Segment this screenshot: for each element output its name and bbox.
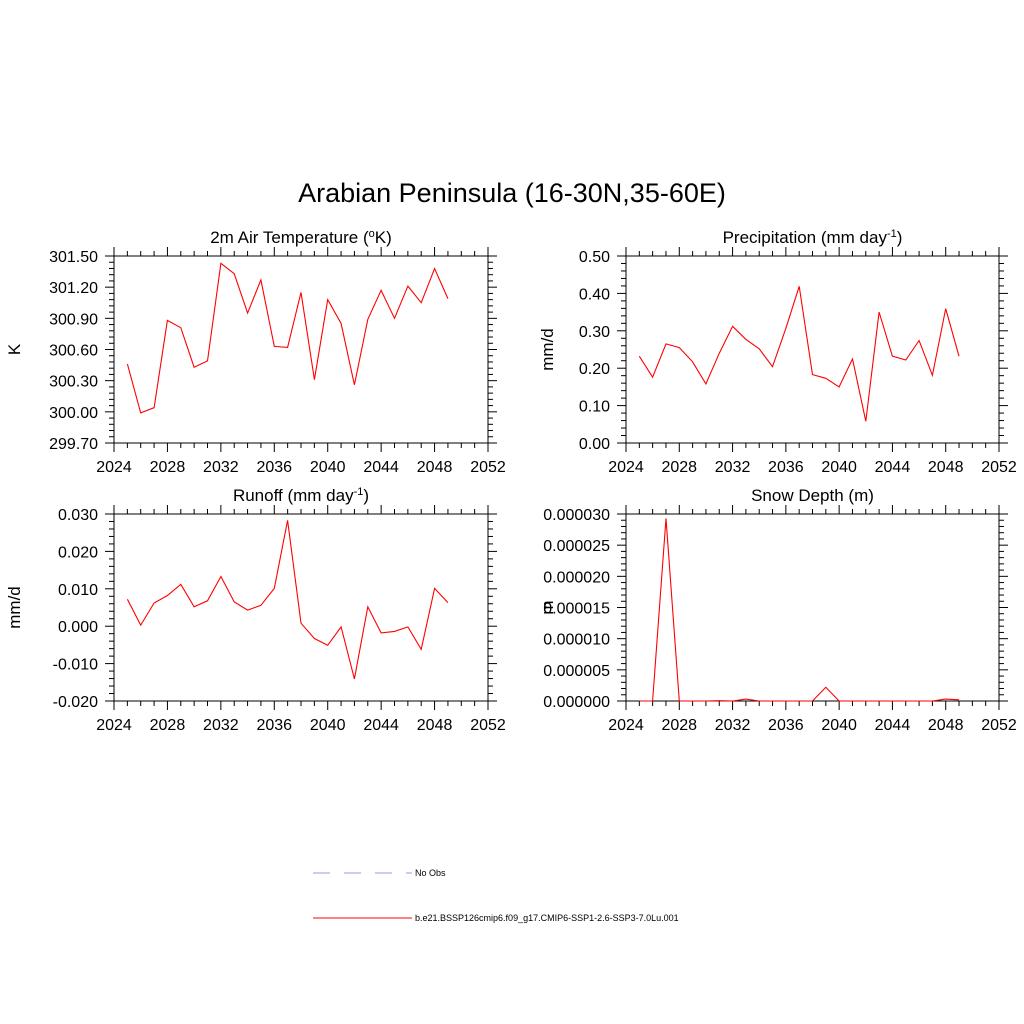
x-tick-label: 2048 <box>928 459 964 476</box>
y-tick-label: 0.020 <box>58 544 98 561</box>
y-tick-label: 0.000030 <box>543 507 610 524</box>
panel-title-main: 2m Air Temperature ( <box>210 228 369 247</box>
y-tick-label: 301.20 <box>49 280 98 297</box>
y-axis-label: mm/d <box>5 586 24 629</box>
figure-title: Arabian Peninsula (16-30N,35-60E) <box>298 178 726 208</box>
panel-title-superscript: -1 <box>887 228 897 240</box>
x-tick-label: 2048 <box>928 717 964 734</box>
legend: No Obs b.e21.BSSP126cmip6.f09_g17.CMIP6-S… <box>313 868 679 923</box>
x-tick-label: 2048 <box>417 459 453 476</box>
legend-label: No Obs <box>415 868 446 878</box>
x-tick-label: 2024 <box>96 459 132 476</box>
panel-title-superscript: -1 <box>354 486 364 498</box>
x-tick-label: 2048 <box>417 717 453 734</box>
y-tick-label: 0.000010 <box>543 632 610 649</box>
y-axis-label: mm/d <box>538 328 557 371</box>
x-tick-label: 2040 <box>821 717 857 734</box>
y-axis-label: m <box>538 600 557 614</box>
y-tick-label: -0.010 <box>53 657 98 674</box>
y-tick-label: 0.40 <box>579 286 610 303</box>
panel-title: 2m Air Temperature (oK) <box>210 228 392 247</box>
x-tick-label: 2044 <box>363 717 399 734</box>
x-tick-label: 2032 <box>203 459 239 476</box>
x-tick-label: 2052 <box>470 717 506 734</box>
panel-title-main: Runoff (mm day <box>233 486 354 505</box>
x-tick-label: 2028 <box>150 459 186 476</box>
x-tick-label: 2036 <box>256 717 292 734</box>
panel-title-main: Precipitation (mm day <box>723 228 888 247</box>
x-tick-label: 2040 <box>310 717 346 734</box>
y-tick-label: 0.000015 <box>543 601 610 618</box>
panel-title: Snow Depth (m) <box>751 486 874 505</box>
plot-frame <box>625 513 1000 702</box>
x-tick-label: 2052 <box>470 459 506 476</box>
x-tick-label: 2036 <box>768 717 804 734</box>
y-tick-label: 300.90 <box>49 311 98 328</box>
y-tick-label: 0.20 <box>579 361 610 378</box>
x-tick-label: 2032 <box>203 717 239 734</box>
panel-runoff-mm-day: Runoff (mm day-1) 2024 2028 2032 2036 2040 204… <box>5 486 506 734</box>
series-line <box>638 286 960 422</box>
x-tick-label: 2040 <box>310 459 346 476</box>
series-line <box>126 262 449 414</box>
x-tick-label: 2028 <box>661 459 697 476</box>
legend-item-b-e21-bssp126cmip6-f09-g17-cmip6-ssp1-2-: b.e21.BSSP126cmip6.f09_g17.CMIP6-SSP1-2.… <box>313 913 679 923</box>
panel-title-main: Snow Depth (m) <box>751 486 874 505</box>
plot-frame <box>113 513 489 702</box>
panel-2m-air-temperature-k: 2m Air Temperature (oK) 2024 2028 2032 2036 2… <box>5 228 506 476</box>
plot-frame <box>113 255 489 444</box>
y-tick-label: 299.70 <box>49 436 98 453</box>
x-tick-label: 2040 <box>821 459 857 476</box>
x-tick-label: 2044 <box>875 459 911 476</box>
y-tick-label: 301.50 <box>49 249 98 266</box>
panel-precipitation-mm-day: Precipitation (mm day-1) 2024 2028 2032 2036… <box>538 228 1017 476</box>
x-tick-label: 2036 <box>768 459 804 476</box>
y-tick-label: 0.010 <box>58 582 98 599</box>
legend-label: b.e21.BSSP126cmip6.f09_g17.CMIP6-SSP1-2.… <box>415 913 679 923</box>
x-tick-label: 2024 <box>96 717 132 734</box>
panel-title-superscript: o <box>369 228 375 240</box>
x-tick-label: 2044 <box>363 459 399 476</box>
panel-title-tail: ) <box>897 228 903 247</box>
y-tick-label: 0.000020 <box>543 569 610 586</box>
y-tick-label: 300.30 <box>49 374 98 391</box>
y-tick-label: 0.50 <box>579 249 610 266</box>
x-tick-label: 2024 <box>608 459 644 476</box>
panel-title: Precipitation (mm day-1) <box>723 228 903 247</box>
panel-title-tail: ) <box>363 486 369 505</box>
x-tick-label: 2028 <box>150 717 186 734</box>
x-tick-label: 2024 <box>608 717 644 734</box>
x-tick-label: 2032 <box>715 717 751 734</box>
x-tick-label: 2028 <box>661 717 697 734</box>
x-tick-label: 2032 <box>715 459 751 476</box>
x-tick-label: 2044 <box>875 717 911 734</box>
series-line <box>126 520 449 680</box>
y-tick-label: 0.000025 <box>543 538 610 555</box>
y-tick-label: 0.30 <box>579 324 610 341</box>
x-tick-label: 2036 <box>256 459 292 476</box>
x-tick-label: 2052 <box>981 717 1017 734</box>
plot-frame <box>625 255 1000 444</box>
panel-snow-depth-m: Snow Depth (m) 2024 2028 2032 2036 2040 2044 20… <box>538 486 1017 734</box>
y-tick-label: 300.60 <box>49 343 98 360</box>
panel-title-tail: K) <box>375 228 392 247</box>
y-tick-label: 0.00 <box>579 436 610 453</box>
panel-title: Runoff (mm day-1) <box>233 486 369 505</box>
y-tick-label: 0.030 <box>58 507 98 524</box>
y-tick-label: 0.000005 <box>543 663 610 680</box>
y-tick-label: 0.000 <box>58 619 98 636</box>
y-tick-label: 300.00 <box>49 405 98 422</box>
panels: 2m Air Temperature (oK)2024 2028 2032 2036 2… <box>5 228 1017 734</box>
x-tick-label: 2052 <box>981 459 1017 476</box>
y-axis-label: K <box>5 343 24 355</box>
series-line <box>639 518 960 702</box>
y-tick-label: 0.10 <box>579 399 610 416</box>
y-tick-label: 0.000000 <box>543 694 610 711</box>
y-tick-label: -0.020 <box>53 694 98 711</box>
legend-item-no-obs: No Obs <box>313 868 446 878</box>
